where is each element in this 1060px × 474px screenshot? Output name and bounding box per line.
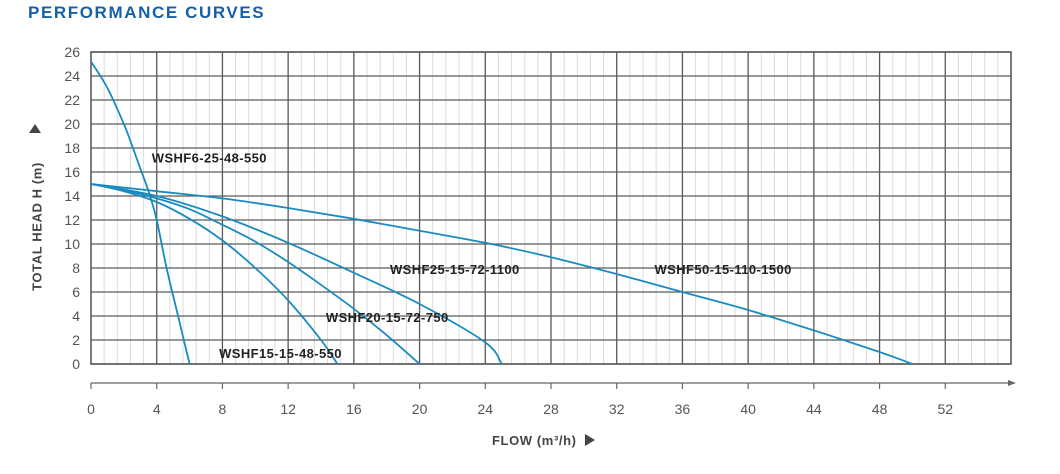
chart-title: PERFORMANCE CURVES bbox=[28, 3, 266, 22]
x-tick-label: 48 bbox=[872, 401, 888, 417]
x-axis-arrow-icon bbox=[1008, 380, 1016, 386]
x-axis-title: FLOW (m³/h) bbox=[492, 431, 595, 449]
pump-curve bbox=[90, 183, 339, 365]
pump-curves bbox=[90, 61, 913, 365]
y-tick-label: 20 bbox=[64, 116, 80, 132]
x-tick-label: 36 bbox=[675, 401, 691, 417]
y-tick-label: 18 bbox=[64, 140, 80, 156]
y-tick-label: 10 bbox=[64, 236, 80, 252]
pump-curve bbox=[90, 183, 421, 365]
x-tick-label: 40 bbox=[740, 401, 756, 417]
y-tick-label: 0 bbox=[72, 356, 80, 372]
pump-curve bbox=[90, 183, 913, 365]
major-grid bbox=[90, 51, 1012, 365]
pump-curve bbox=[90, 183, 503, 365]
y-tick-label: 26 bbox=[64, 44, 80, 60]
y-tick-label: 24 bbox=[64, 68, 80, 84]
x-tick-label: 44 bbox=[806, 401, 822, 417]
x-tick-label: 32 bbox=[609, 401, 625, 417]
y-tick-label: 4 bbox=[72, 308, 80, 324]
y-axis-title: TOTAL HEAD H (m) bbox=[22, 112, 48, 298]
up-arrow-icon bbox=[29, 124, 41, 133]
pump-curve bbox=[90, 61, 191, 365]
x-tick-label: 20 bbox=[412, 401, 428, 417]
x-tick-label: 28 bbox=[543, 401, 559, 417]
x-axis-label: FLOW (m³/h) bbox=[492, 432, 577, 448]
y-tick-label: 2 bbox=[72, 332, 80, 348]
curve-label: WSHF6-25-48-550 bbox=[152, 150, 267, 165]
x-axis: 0 4 8 12 16 20 24 28 32 36 40 44 48 52 bbox=[87, 380, 1016, 417]
minor-grid bbox=[103, 52, 999, 364]
y-axis-label: TOTAL HEAD H (m) bbox=[29, 162, 45, 291]
right-arrow-icon bbox=[584, 434, 595, 446]
y-tick-label: 8 bbox=[72, 260, 80, 276]
x-tick-label: 24 bbox=[477, 401, 493, 417]
y-tick-label: 22 bbox=[64, 92, 80, 108]
curve-label: WSHF25-15-72-1100 bbox=[390, 262, 520, 277]
x-tick-label: 12 bbox=[280, 401, 296, 417]
y-tick-label: 14 bbox=[64, 188, 80, 204]
x-tick-label: 4 bbox=[153, 401, 161, 417]
curve-labels: WSHF6-25-48-550 WSHF15-15-48-550 WSHF20-15… bbox=[152, 150, 792, 361]
curve-label: WSHF50-15-110-1500 bbox=[655, 262, 792, 277]
y-tick-label: 16 bbox=[64, 164, 80, 180]
x-tick-label: 16 bbox=[346, 401, 362, 417]
x-tick-label: 52 bbox=[937, 401, 953, 417]
x-tick-label: 0 bbox=[87, 401, 95, 417]
x-tick-label: 8 bbox=[219, 401, 227, 417]
curve-label: WSHF15-15-48-550 bbox=[219, 346, 342, 361]
y-tick-label: 12 bbox=[64, 212, 80, 228]
y-tick-label: 6 bbox=[72, 284, 80, 300]
curve-label: WSHF20-15-72-750 bbox=[326, 310, 449, 325]
